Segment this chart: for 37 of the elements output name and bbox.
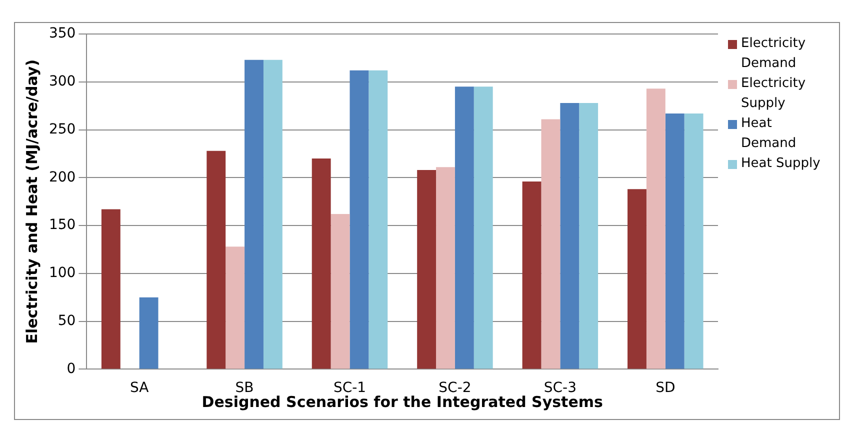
bar [368,70,388,369]
bar [579,102,598,369]
bar [244,60,264,369]
y-tick-label: 0 [66,360,76,377]
bar [417,170,436,369]
y-tick-label: 50 [58,312,76,329]
x-tick-label: SD [656,380,676,396]
bar [263,60,282,369]
bar [101,209,120,369]
bar [436,167,455,369]
legend-label: Heat Demand [741,115,798,153]
y-tick-label: 350 [48,26,76,42]
bar [330,214,350,369]
bar [628,189,646,369]
bar [560,102,580,369]
bar [454,86,474,369]
bar [684,113,704,369]
bar [665,113,684,369]
bar [312,158,331,369]
bar [646,88,666,369]
legend-label: Electricity Demand [741,35,807,73]
bar [350,70,369,369]
x-tick-label: SA [130,380,150,396]
bar [474,86,493,369]
y-tick-label: 100 [48,265,76,282]
legend-label: Heat Supply [741,155,820,173]
y-tick-label: 250 [48,121,76,138]
bar [522,181,542,369]
bar [226,246,245,369]
legend-label: Electricity Supply [741,75,807,113]
y-axis-title: Electricity and Heat (MJ/acre/day) [22,59,41,344]
y-tick-label: 150 [48,217,76,234]
bar [206,150,226,369]
bar [541,119,560,369]
bar [139,297,158,369]
y-tick-label: 300 [48,74,76,90]
y-tick-label: 200 [48,169,76,186]
